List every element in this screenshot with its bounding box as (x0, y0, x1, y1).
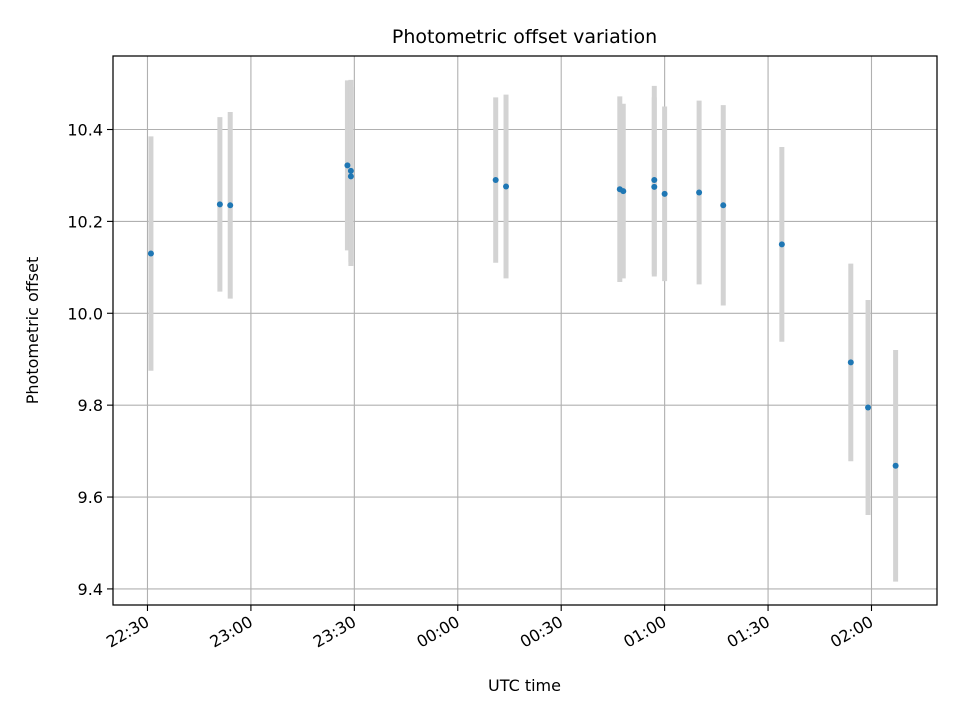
y-axis-label: Photometric offset (23, 257, 42, 405)
data-point (227, 202, 234, 209)
data-point (892, 462, 899, 469)
data-point (344, 162, 351, 169)
y-tick-label: 9.6 (78, 488, 103, 507)
data-point (696, 189, 703, 196)
chart-title: Photometric offset variation (392, 26, 657, 48)
y-tick-label: 10.4 (67, 121, 103, 140)
data-point (651, 183, 658, 190)
data-point (492, 177, 499, 184)
data-point (720, 202, 727, 209)
data-point (147, 250, 154, 257)
data-point (620, 188, 627, 195)
data-point (865, 404, 872, 411)
data-points (147, 162, 899, 469)
data-point (216, 201, 223, 208)
y-tick-label: 10.2 (67, 212, 103, 231)
data-point (847, 359, 854, 366)
y-tick-label: 9.4 (78, 580, 103, 599)
data-point (661, 190, 668, 197)
y-tick-label: 9.8 (78, 396, 103, 415)
x-axis-label: UTC time (488, 676, 561, 695)
data-point (778, 241, 785, 248)
data-point (347, 167, 354, 174)
data-point (347, 173, 354, 180)
data-point (651, 177, 658, 184)
plot-frame (112, 55, 938, 606)
y-tick-label: 10.0 (67, 304, 103, 323)
y-axis-ticks: 9.4 9.6 9.8 10.0 10.2 10.4 (67, 121, 113, 599)
data-point (503, 183, 510, 190)
